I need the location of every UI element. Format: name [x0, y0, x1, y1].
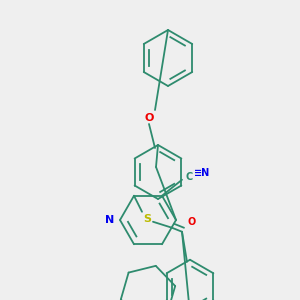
- Text: N: N: [105, 215, 115, 225]
- Text: C: C: [185, 172, 192, 182]
- Text: S: S: [143, 214, 151, 224]
- Text: ≡N: ≡N: [194, 168, 210, 178]
- Text: O: O: [188, 217, 196, 227]
- Text: O: O: [144, 113, 154, 123]
